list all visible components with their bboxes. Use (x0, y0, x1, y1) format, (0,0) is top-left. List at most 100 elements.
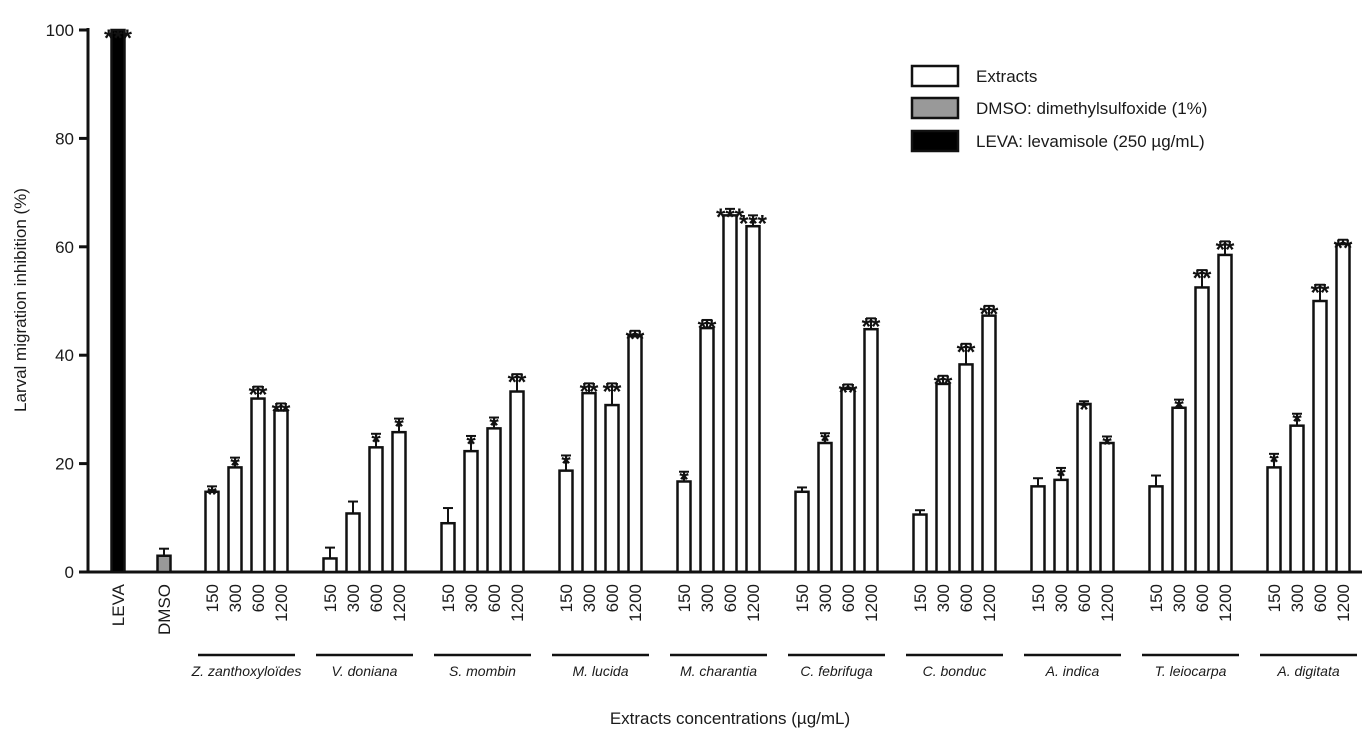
category-label: 1200 (390, 584, 409, 622)
category-label: 1200 (272, 584, 291, 622)
significance-marker: ** (603, 378, 622, 405)
bar[interactable] (368, 446, 384, 574)
category-label: 150 (675, 584, 694, 612)
bar[interactable] (322, 557, 338, 574)
legend-swatch (910, 129, 960, 153)
significance-marker: * (230, 453, 240, 480)
bar[interactable] (722, 214, 738, 574)
category-label: 600 (603, 584, 622, 612)
bar[interactable] (1217, 253, 1233, 574)
category-label: 600 (1075, 584, 1094, 612)
significance-marker: * (820, 428, 830, 455)
category-label: 300 (344, 584, 363, 612)
group-label: Z. zanthoxyloïdes (191, 663, 302, 679)
bar[interactable] (463, 449, 479, 574)
category-label: 1200 (1098, 584, 1117, 622)
bar[interactable] (440, 521, 456, 574)
category-label: DMSO (155, 584, 174, 635)
category-label: 1200 (508, 584, 527, 622)
bar[interactable] (1053, 478, 1069, 574)
significance-marker: ** (272, 398, 291, 425)
group-label: V. doniana (332, 663, 398, 679)
bar[interactable] (391, 430, 407, 574)
bar[interactable] (745, 224, 761, 574)
bar[interactable] (250, 397, 266, 574)
category-label: 300 (934, 584, 953, 612)
bar[interactable] (794, 490, 810, 574)
category-label: 150 (1265, 584, 1284, 612)
significance-marker: * (679, 467, 689, 494)
category-label: 300 (226, 584, 245, 612)
category-label: LEVA (109, 583, 128, 626)
bar[interactable] (840, 387, 856, 574)
significance-marker: * (1056, 463, 1066, 490)
category-label: 600 (1311, 584, 1330, 612)
bar[interactable] (1148, 485, 1164, 574)
bar[interactable] (486, 427, 502, 574)
bar[interactable] (227, 466, 243, 574)
bar[interactable] (1335, 242, 1351, 574)
significance-marker: * (371, 429, 381, 456)
bar[interactable] (627, 334, 643, 574)
bar[interactable] (676, 480, 692, 574)
significance-marker: ** (980, 301, 999, 328)
legend-label: DMSO: dimethylsulfoxide (1%) (976, 99, 1207, 118)
category-label: 300 (1170, 584, 1189, 612)
significance-marker: ** (862, 313, 881, 340)
category-label: 150 (793, 584, 812, 612)
bar[interactable] (699, 326, 715, 574)
y-tick-label: 20 (55, 455, 74, 474)
bar[interactable] (817, 441, 833, 574)
legend-label: Extracts (976, 67, 1037, 86)
bar[interactable] (1266, 466, 1282, 574)
bar[interactable] (509, 390, 525, 574)
bar[interactable] (958, 363, 974, 574)
legend-swatch (910, 96, 960, 120)
significance-marker: ** (580, 378, 599, 405)
significance-marker: ** (508, 369, 527, 396)
bar[interactable] (1194, 286, 1210, 574)
significance-marker: ** (1193, 265, 1212, 292)
bar[interactable] (1076, 402, 1092, 574)
significance-marker: ** (698, 315, 717, 342)
bar[interactable] (273, 409, 289, 574)
bar[interactable] (863, 327, 879, 574)
category-label: 300 (1288, 584, 1307, 612)
bar[interactable] (345, 512, 361, 574)
significance-marker: * (561, 450, 571, 477)
significance-marker: ** (934, 371, 953, 398)
bar[interactable] (156, 554, 172, 574)
bar[interactable] (558, 469, 574, 574)
significance-marker: * (1102, 432, 1112, 459)
y-axis-title: Larval migration inhibition (%) (11, 188, 30, 412)
bar[interactable] (581, 391, 597, 574)
category-label: 1200 (980, 584, 999, 622)
category-label: 600 (721, 584, 740, 612)
category-label: 150 (439, 584, 458, 612)
bar[interactable] (912, 513, 928, 574)
bar[interactable] (1030, 485, 1046, 574)
bar[interactable] (1289, 424, 1305, 574)
significance-marker: * (466, 431, 476, 458)
significance-marker: * (1269, 449, 1279, 476)
category-label: 150 (557, 584, 576, 612)
category-label: 600 (485, 584, 504, 612)
bar[interactable] (1171, 406, 1187, 574)
category-label: 300 (816, 584, 835, 612)
bar[interactable] (1099, 441, 1115, 574)
y-tick-label: 40 (55, 346, 74, 365)
category-label: 1200 (862, 584, 881, 622)
group-label: C. bonduc (923, 663, 987, 679)
bar[interactable] (1312, 299, 1328, 574)
bar[interactable] (935, 382, 951, 574)
bar[interactable] (110, 28, 126, 574)
significance-marker: * (1292, 409, 1302, 436)
significance-marker: ** (957, 339, 976, 366)
bar[interactable] (604, 403, 620, 574)
group-label: A. indica (1045, 663, 1100, 679)
bar[interactable] (981, 314, 997, 574)
legend-swatch (910, 64, 960, 88)
significance-marker: ** (249, 382, 268, 409)
category-label: 1200 (744, 584, 763, 622)
significance-marker: * (1174, 395, 1184, 422)
